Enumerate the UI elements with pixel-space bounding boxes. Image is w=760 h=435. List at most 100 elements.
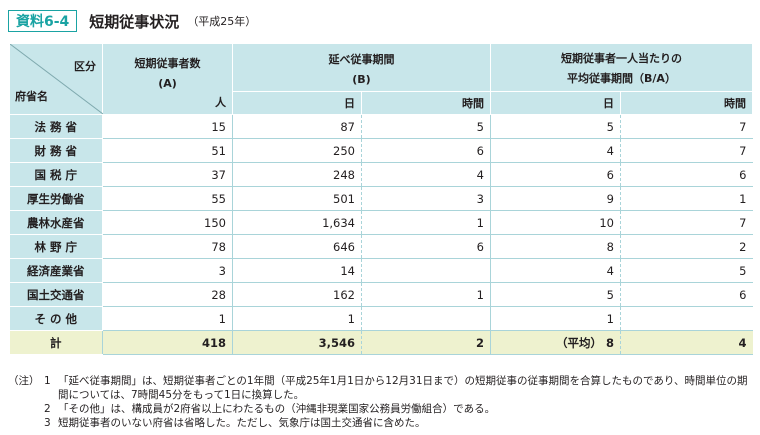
ministry-name: 農林水産省 [9,210,103,235]
total-hours: 2 [361,330,491,355]
table-row: 厚生労働省 55 501 3 9 1 [9,186,753,211]
total-avg-hours: 4 [620,330,753,355]
cell-total-days: 87 [232,114,362,139]
total-row: 計 418 3,546 2 （平均） 8 4 [9,330,753,355]
table-row: 国 税 庁 37 248 4 6 6 [9,162,753,187]
cell-avg-days: 5 [490,114,621,139]
footnote-text: 「延べ従事期間」は、短期従事者ごとの1年間（平成25年1月1日から12月31日ま… [58,375,748,401]
cell-avg-days: 9 [490,186,621,211]
footnotes: （注） 1 「延べ従事期間」は、短期従事者ごとの1年間（平成25年1月1日から1… [8,374,753,430]
ministry-name: 財 務 省 [9,138,103,163]
table-row: 農林水産省 150 1,634 1 10 7 [9,210,753,235]
cell-avg-hours: 2 [620,234,753,259]
col-a-unit: 人 [215,96,226,109]
document-title: 短期従事状況 [89,12,180,31]
col-b-unit-hours: 時間 [361,90,491,116]
total-label: 計 [9,330,103,355]
total-avg-days: 8 [605,335,614,350]
cell-total-days: 501 [232,186,362,211]
cell-avg-days: 5 [490,282,621,307]
cell-avg-days: 10 [490,210,621,235]
short-term-duty-table: 区分 府省名 短期従事者数 (A) 人 延べ従事期間 (B) 短期従事者一人当た… [9,43,753,355]
ministry-name: 厚生労働省 [9,186,103,211]
document-number-badge: 資料6-4 [8,10,78,32]
cell-avg-hours: 1 [620,186,753,211]
col-a-formula: (A) [158,77,177,90]
footnote-item: 3 短期従事者のいない府省は省略した。ただし、気象庁は国土交通省に含めた。 [8,416,753,430]
table-row: そ の 他 1 1 1 [9,306,753,331]
cell-avg-days: 4 [490,138,621,163]
footnote-text: 「その他」は、構成員が2府省以上にわたるもの（沖縄非現業国家公務員労働組合）であ… [58,403,496,415]
cell-total-hours: 1 [361,210,491,235]
col-c-unit-days: 日 [490,90,621,116]
col-b-title: 延べ従事期間 [328,52,395,66]
ministry-name: そ の 他 [9,306,103,331]
cell-avg-days: 6 [490,162,621,187]
cell-total-hours [361,258,491,283]
cell-total-days: 162 [232,282,362,307]
table-row: 財 務 省 51 250 6 4 7 [9,138,753,163]
cell-total-hours: 1 [361,282,491,307]
table-row: 法 務 省 15 87 5 5 7 [9,114,753,139]
cell-avg-days: 4 [490,258,621,283]
corner-column-label: 区分 [74,60,96,73]
col-c-unit-hours: 時間 [620,90,753,116]
footnote-number: 1 [44,375,51,387]
corner-cell: 区分 府省名 [9,43,103,115]
ministry-name: 林 野 庁 [9,234,103,259]
diagonal-line [10,44,103,114]
cell-total-hours: 6 [361,138,491,163]
footnote-text: 短期従事者のいない府省は省略した。ただし、気象庁は国土交通省に含めた。 [58,417,426,429]
cell-workers: 1 [102,306,233,331]
cell-total-days: 248 [232,162,362,187]
ministry-name: 経済産業省 [9,258,103,283]
ministry-name: 国 税 庁 [9,162,103,187]
col-a-title: 短期従事者数 [134,57,201,70]
table-row: 林 野 庁 78 646 6 8 2 [9,234,753,259]
cell-total-hours: 4 [361,162,491,187]
ministry-name: 国土交通省 [9,282,103,307]
col-c-title-line1: 短期従事者一人当たりの [561,52,682,66]
total-days: 3,546 [232,330,362,355]
cell-total-hours: 6 [361,234,491,259]
cell-total-days: 1 [232,306,362,331]
col-c-title-line2: 平均従事期間（B/A） [567,72,676,86]
cell-total-days: 1,634 [232,210,362,235]
cell-total-days: 646 [232,234,362,259]
ministry-name: 法 務 省 [9,114,103,139]
total-workers: 418 [102,330,233,355]
col-b-unit-days: 日 [232,90,362,116]
col-header-a: 短期従事者数 (A) 人 [102,43,233,115]
table-row: 経済産業省 3 14 4 5 [9,258,753,283]
cell-avg-hours [620,306,753,331]
cell-workers: 51 [102,138,233,163]
cell-workers: 55 [102,186,233,211]
cell-avg-hours: 7 [620,210,753,235]
cell-workers: 28 [102,282,233,307]
cell-total-hours: 3 [361,186,491,211]
cell-workers: 3 [102,258,233,283]
cell-avg-hours: 7 [620,138,753,163]
document-subtitle: （平成25年） [187,15,257,28]
footnote-label: （注） [8,375,40,387]
cell-workers: 15 [102,114,233,139]
footnote-number: 2 [44,403,51,415]
table-row: 国土交通省 28 162 1 5 6 [9,282,753,307]
col-b-formula: (B) [352,72,371,86]
cell-avg-days: 1 [490,306,621,331]
cell-total-hours [361,306,491,331]
cell-workers: 150 [102,210,233,235]
total-avg-days-cell: （平均） 8 [490,330,621,355]
cell-workers: 78 [102,234,233,259]
corner-row-label: 府省名 [15,90,48,103]
cell-workers: 37 [102,162,233,187]
cell-avg-hours: 7 [620,114,753,139]
cell-total-days: 250 [232,138,362,163]
cell-avg-hours: 5 [620,258,753,283]
cell-total-days: 14 [232,258,362,283]
cell-total-hours: 5 [361,114,491,139]
cell-avg-days: 8 [490,234,621,259]
footnote-item: （注） 1 「延べ従事期間」は、短期従事者ごとの1年間（平成25年1月1日から1… [8,374,753,402]
col-header-b: 延べ従事期間 (B) [232,43,491,92]
average-prefix: （平均） [555,335,602,350]
